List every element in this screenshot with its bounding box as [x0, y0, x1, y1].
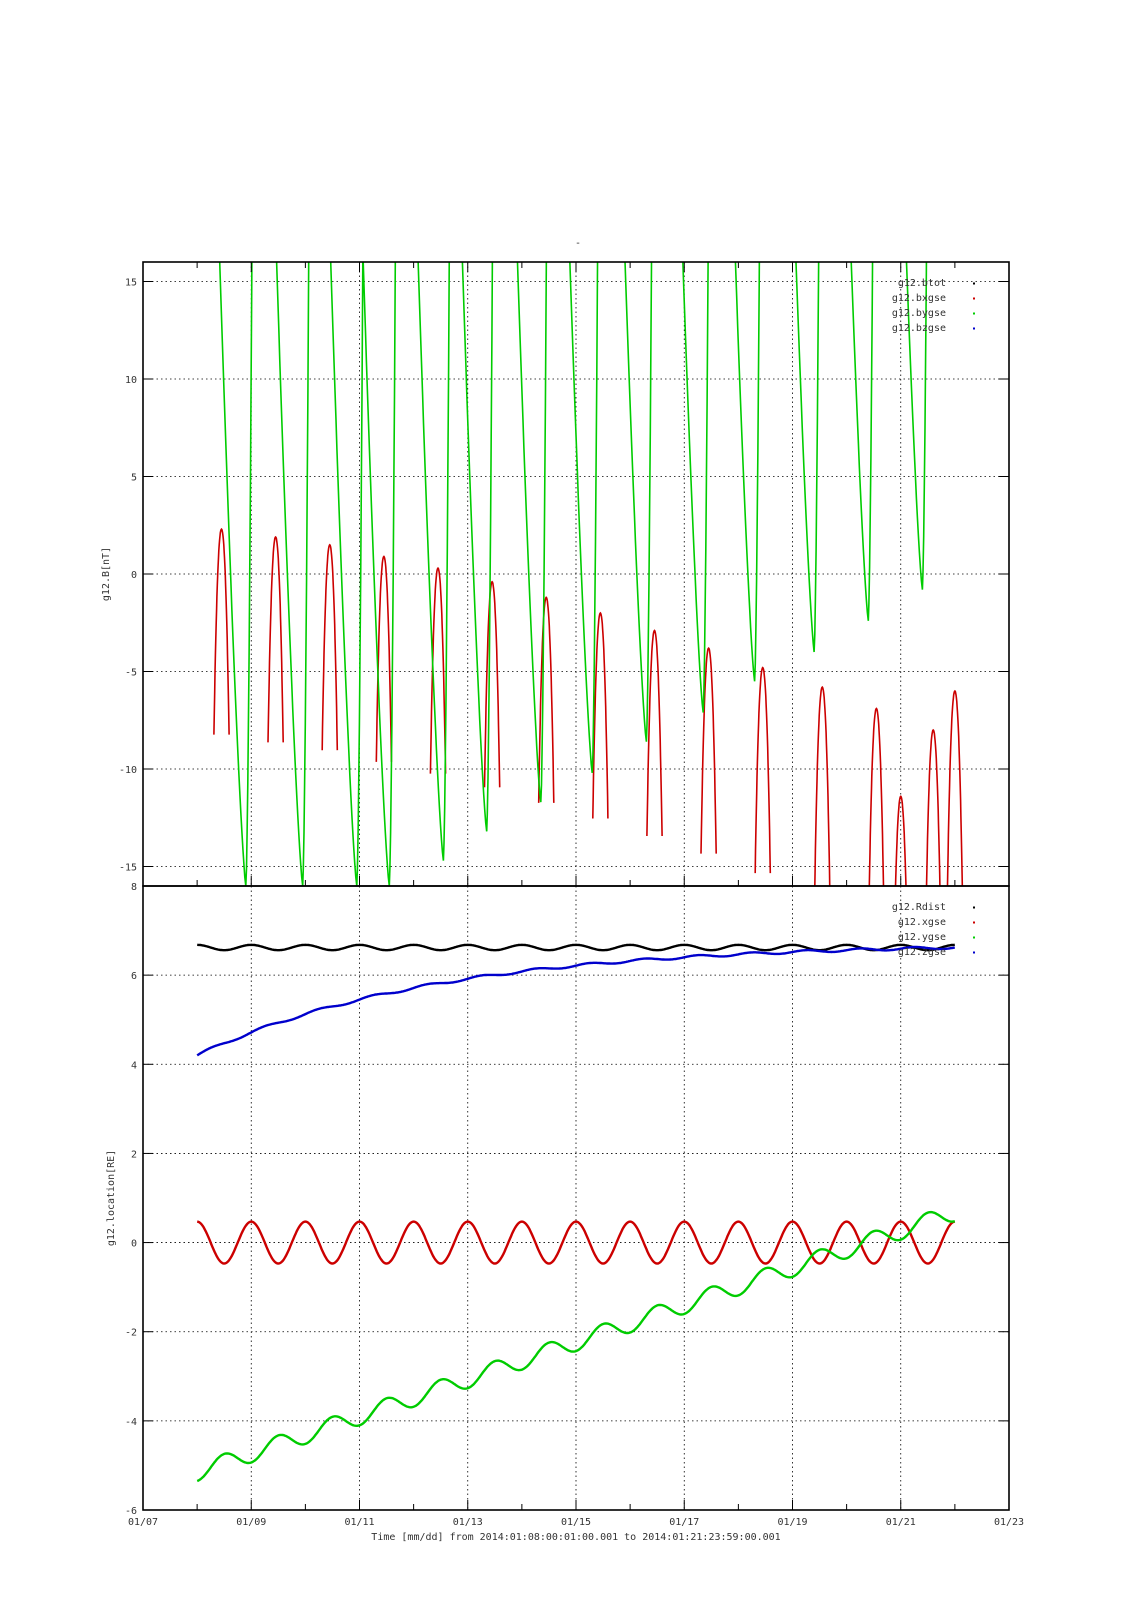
legend-label: g12.bygse — [892, 308, 946, 319]
x-tick-label: 01/13 — [453, 1517, 483, 1528]
y-tick-label: 6 — [131, 971, 137, 982]
y-axis-label: g12.location[RE] — [106, 1150, 117, 1246]
x-tick-label: 01/07 — [128, 1517, 158, 1528]
series-line-rdist — [197, 943, 955, 952]
series-line-zgse — [196, 945, 956, 1057]
y-tick-label: -6 — [125, 1506, 137, 1517]
series-line-xgse — [196, 1220, 956, 1265]
legend-label: g12.zgse — [898, 947, 946, 958]
x-tick-label: 01/19 — [777, 1517, 807, 1528]
y-tick-label: -5 — [125, 668, 137, 679]
legend-swatch — [973, 312, 975, 315]
magnetic-field-panel: - -15 -10 -5 0 5 10 15 g12.B[nT] g12.btot g12.b… — [101, 238, 1010, 887]
y-tick-label: -2 — [125, 1328, 137, 1339]
x-tick-label: 01/21 — [886, 1517, 916, 1528]
legend-label: g12.xgse — [898, 917, 946, 928]
x-tick-label: 01/23 — [994, 1517, 1024, 1528]
legend-label: g12.ygse — [898, 932, 946, 943]
y-tick-label: 5 — [131, 473, 137, 484]
legend-swatch — [973, 921, 975, 924]
legend-swatch — [973, 906, 975, 909]
y-axis-label: g12.B[nT] — [101, 547, 112, 601]
x-axis-label: Time [mm/dd] from 2014:01:08:00:01:00.00… — [371, 1532, 780, 1543]
y-tick-label: -4 — [125, 1417, 137, 1428]
y-tick-label: -15 — [119, 863, 137, 874]
series-line-bygse — [218, 262, 928, 886]
series-line-ygse — [196, 1210, 956, 1483]
panel-title: - — [575, 238, 581, 249]
legend-swatch — [973, 297, 975, 300]
legend-label: g12.bzgse — [892, 323, 946, 334]
legend-swatch — [973, 282, 975, 285]
x-tick-label: 01/17 — [669, 1517, 699, 1528]
y-tick-label: -10 — [119, 765, 137, 776]
legend-label: g12.Rdist — [892, 902, 946, 913]
legend-label: g12.btot — [898, 278, 946, 289]
legend-swatch — [973, 936, 975, 939]
y-tick-label: 8 — [131, 882, 137, 893]
y-tick-label: 10 — [125, 375, 137, 386]
y-tick-label: 4 — [131, 1060, 137, 1071]
location-panel: -6 -4 -2 0 2 4 6 8 g12.location[RE] g12.Rdist g1… — [106, 262, 1024, 1543]
y-tick-label: 0 — [131, 1239, 137, 1250]
legend-swatch — [973, 327, 975, 330]
legend-label: g12.bxgse — [892, 293, 946, 304]
x-tick-label: 01/15 — [561, 1517, 591, 1528]
legend-swatch — [973, 951, 975, 954]
series-line-bxgse — [213, 527, 964, 886]
y-tick-label: 0 — [131, 570, 137, 581]
y-tick-label: 2 — [131, 1149, 137, 1160]
x-tick-label: 01/11 — [344, 1517, 374, 1528]
y-tick-label: 15 — [125, 278, 137, 289]
x-tick-label: 01/09 — [236, 1517, 266, 1528]
